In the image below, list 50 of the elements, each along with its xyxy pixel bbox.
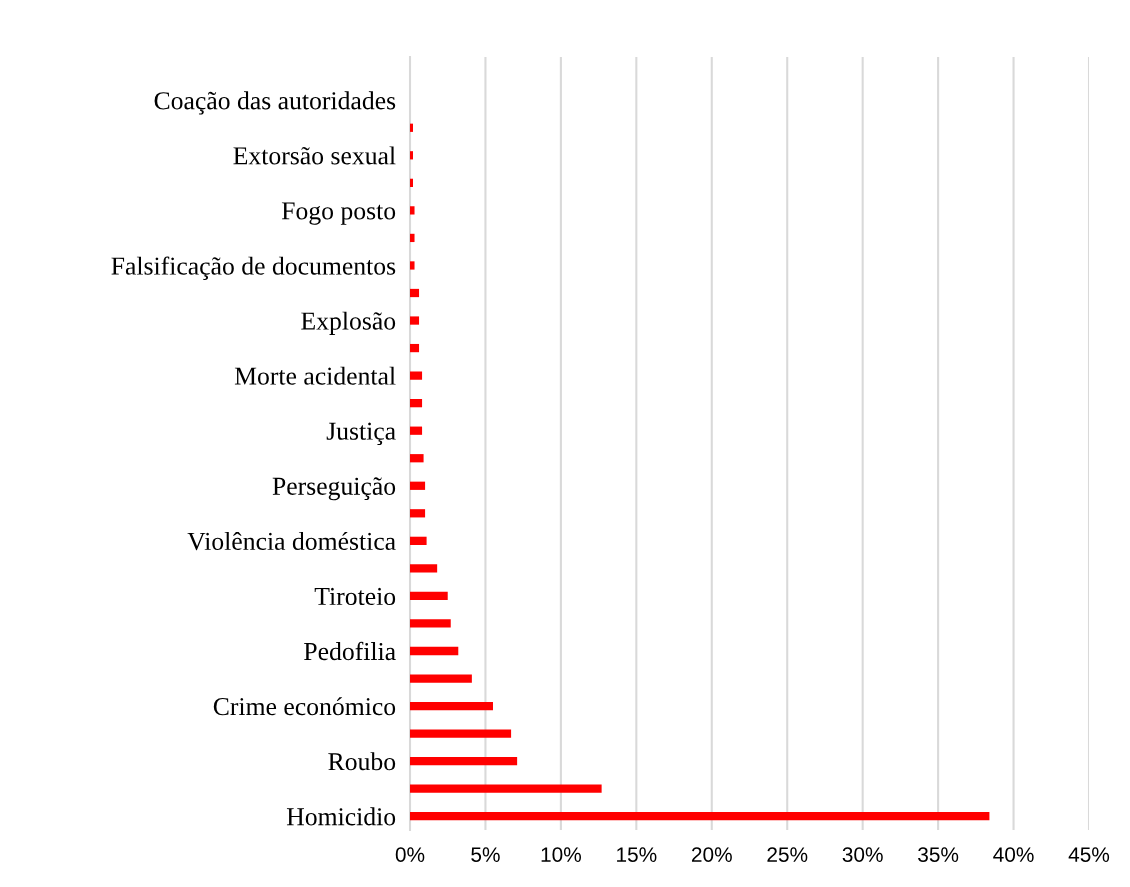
bar (410, 812, 990, 821)
y-tick-label: Homicidio (286, 807, 396, 826)
bar (410, 316, 420, 325)
bar (410, 454, 424, 463)
bar (410, 757, 518, 766)
bar (410, 151, 414, 160)
y-tick-label: Perseguição (272, 477, 396, 501)
bar (410, 784, 602, 793)
y-tick-label: Justiça (326, 422, 396, 446)
x-tick-label: 30% (842, 847, 883, 862)
x-tick-label: 20% (691, 847, 732, 862)
bar (410, 206, 415, 215)
y-tick-label: Extorsão sexual (233, 146, 396, 165)
x-tick-label: 15% (617, 847, 657, 862)
y-tick-label: Crime económico (213, 697, 396, 716)
bar (410, 399, 423, 408)
x-tick-label: 0% (395, 847, 425, 862)
y-tick-label: Violência doméstica (187, 531, 396, 551)
x-tick-label: 35% (918, 847, 959, 862)
bar (410, 261, 415, 270)
bar (410, 701, 493, 711)
x-tick-label: 25% (767, 847, 808, 862)
y-tick-label: Tiroteio (314, 587, 396, 606)
bar (410, 564, 438, 573)
x-tick-label: 45% (1068, 847, 1110, 862)
bar (410, 729, 512, 738)
x-tick-label: 40% (993, 847, 1034, 862)
y-tick-label: Morte acidental (234, 366, 396, 385)
y-tick-label: Roubo (328, 752, 396, 771)
y-tick-label: Fogo posto (281, 202, 396, 225)
y-tick-label: Falsificação de documentos (111, 256, 396, 280)
bar (410, 178, 414, 187)
bar (410, 288, 420, 298)
y-tick-label: Pedofilia (304, 641, 396, 661)
bar (410, 674, 472, 683)
bar (410, 536, 427, 545)
bar (410, 619, 451, 628)
bar (410, 233, 415, 243)
bar (410, 123, 414, 132)
y-tick-label: Coação das autoridades (154, 91, 396, 115)
bar (410, 426, 423, 435)
bar (410, 481, 426, 490)
x-tick-label: 10% (541, 847, 581, 862)
bar (410, 509, 426, 518)
y-tick-label: Explosão (301, 311, 396, 335)
bar (410, 371, 423, 380)
bar (410, 343, 420, 353)
bar (410, 591, 448, 601)
bar (410, 646, 459, 656)
x-tick-label: 5% (471, 847, 500, 862)
